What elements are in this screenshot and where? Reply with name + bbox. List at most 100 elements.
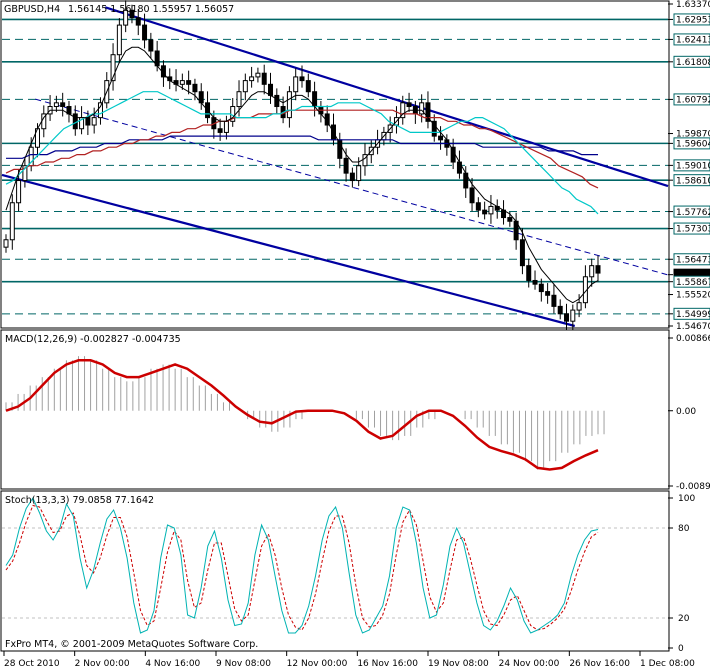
candle-body xyxy=(362,154,368,167)
candle-body xyxy=(488,205,494,215)
candle-body xyxy=(9,202,15,241)
price-label-box xyxy=(673,55,710,68)
price-label-box xyxy=(673,275,710,288)
candle-body xyxy=(192,83,198,93)
candle-body xyxy=(431,120,437,137)
price-tick-label: 1.56473 xyxy=(676,255,710,265)
time-tick-label: 19 Nov 08:00 xyxy=(428,659,489,669)
price-label-box xyxy=(673,307,710,320)
candle-body xyxy=(142,24,148,41)
candle-body xyxy=(286,91,292,119)
candle-body xyxy=(425,102,431,122)
macd-title: MACD(12,26,9) -0.002827 -0.004735 xyxy=(5,334,181,345)
candle-body xyxy=(274,94,280,108)
candle-body xyxy=(305,80,311,93)
candle-body xyxy=(589,265,595,278)
candle-body xyxy=(532,279,538,285)
candle-body xyxy=(545,291,551,296)
candle-body xyxy=(419,102,425,115)
macd-content xyxy=(5,356,605,471)
time-tick-label: 24 Nov 00:00 xyxy=(499,659,560,669)
price-label-box xyxy=(673,93,710,106)
candle-body xyxy=(261,72,267,85)
price-content xyxy=(1,0,669,332)
price-tick-label: 1.58610 xyxy=(676,176,710,186)
ohlc-readout: 1.56145 1.56180 1.55957 1.56057 xyxy=(68,4,234,15)
candle-body xyxy=(438,135,444,141)
macd-tick-label: 0.00866 xyxy=(676,334,710,344)
stoch-panel-frame xyxy=(0,490,670,652)
time-tick-label: 16 Nov 16:00 xyxy=(357,659,418,669)
price-tick-label: 1.54999 xyxy=(676,310,710,320)
candle-body xyxy=(538,283,544,293)
macd-tick-label: 0.00 xyxy=(676,407,696,417)
price-tick-label: 1.60792 xyxy=(676,96,710,106)
price-panel: GBPUSD,H4 1.56145 1.56180 1.55957 1.5605… xyxy=(0,0,710,332)
candle-body xyxy=(186,80,192,85)
time-tick-label: 2 Nov 00:00 xyxy=(75,659,130,669)
candle-body xyxy=(97,102,103,119)
macd-signal-line xyxy=(5,359,599,471)
price-tick-label: 1.62953 xyxy=(676,16,710,26)
time-tick-label: 4 Nov 16:00 xyxy=(145,659,200,669)
candle-body xyxy=(223,120,229,133)
time-axis: 28 Oct 2010 2 Nov 00:00 4 Nov 16:00 9 Nov 0… xyxy=(3,651,695,669)
candle-body xyxy=(576,302,582,311)
candle-body xyxy=(22,165,28,182)
candle-body xyxy=(356,165,362,182)
copyright-footer: FxPro MT4, © 2001-2009 MetaQuotes Softwa… xyxy=(5,639,258,650)
candle-body xyxy=(3,239,9,248)
candle-body xyxy=(557,305,563,315)
price-tick-label: 1.55520 xyxy=(676,291,710,301)
candle-body xyxy=(242,80,248,93)
candle-body xyxy=(72,113,78,130)
candle-body xyxy=(129,9,135,19)
time-tick-label: 12 Nov 00:00 xyxy=(287,659,348,669)
candle-body xyxy=(526,265,532,281)
price-label-box xyxy=(673,174,710,187)
macd-panel: MACD(12,26,9) -0.002827 -0.004735 0.0086… xyxy=(0,329,710,492)
candle-body xyxy=(519,239,525,267)
price-label-box xyxy=(673,13,710,26)
price-label-box xyxy=(673,222,710,235)
chart-title: GBPUSD,H4 xyxy=(4,4,60,15)
ma-fast-line xyxy=(5,46,599,304)
channel-upper-line xyxy=(104,6,669,188)
candle-body xyxy=(406,102,412,108)
candle-body xyxy=(469,187,475,204)
candle-body xyxy=(349,172,355,182)
price-tick-label: 1.59870 xyxy=(676,130,710,140)
candle-body xyxy=(116,24,122,56)
macd-axis: 0.00866 0.00 -0.00896 xyxy=(668,334,710,492)
candle-body xyxy=(123,9,129,26)
stoch-panel: Stoch(13,3,3) 79.0858 77.1642 100 80 20 0 F… xyxy=(0,490,695,654)
stoch-signal-line xyxy=(5,504,599,631)
price-label-box xyxy=(673,205,710,218)
macd-tick-label: -0.00896 xyxy=(676,482,710,492)
stoch-tick-label: 0 xyxy=(678,644,684,654)
stoch-content xyxy=(2,496,668,634)
stoch-main-line xyxy=(5,496,599,634)
candle-body xyxy=(293,76,299,93)
candle-body xyxy=(110,54,116,82)
stoch-tick-label: 20 xyxy=(678,614,690,624)
candle-body xyxy=(475,202,481,211)
candle-body xyxy=(91,117,97,126)
price-tick-label: 1.59604 xyxy=(676,140,710,150)
price-label-box xyxy=(673,33,710,46)
candle-body xyxy=(564,313,570,322)
price-tick-label: 1.62413 xyxy=(676,36,710,46)
candle-body xyxy=(255,72,261,78)
candle-body xyxy=(60,102,66,108)
price-tick-label: 1.55867 xyxy=(676,278,710,288)
stoch-title: Stoch(13,3,3) 79.0858 77.1642 xyxy=(5,495,154,506)
ma-long-line xyxy=(6,135,598,159)
price-tick-label: 1.63370 xyxy=(676,0,710,10)
stoch-axis: 100 80 20 0 xyxy=(668,494,695,654)
candle-body xyxy=(482,209,488,215)
candle-body xyxy=(135,17,141,26)
candle-body xyxy=(551,294,557,307)
ma-mid-line xyxy=(5,91,599,215)
price-tick-label: 1.59010 xyxy=(676,162,710,172)
candle-body xyxy=(268,83,274,96)
